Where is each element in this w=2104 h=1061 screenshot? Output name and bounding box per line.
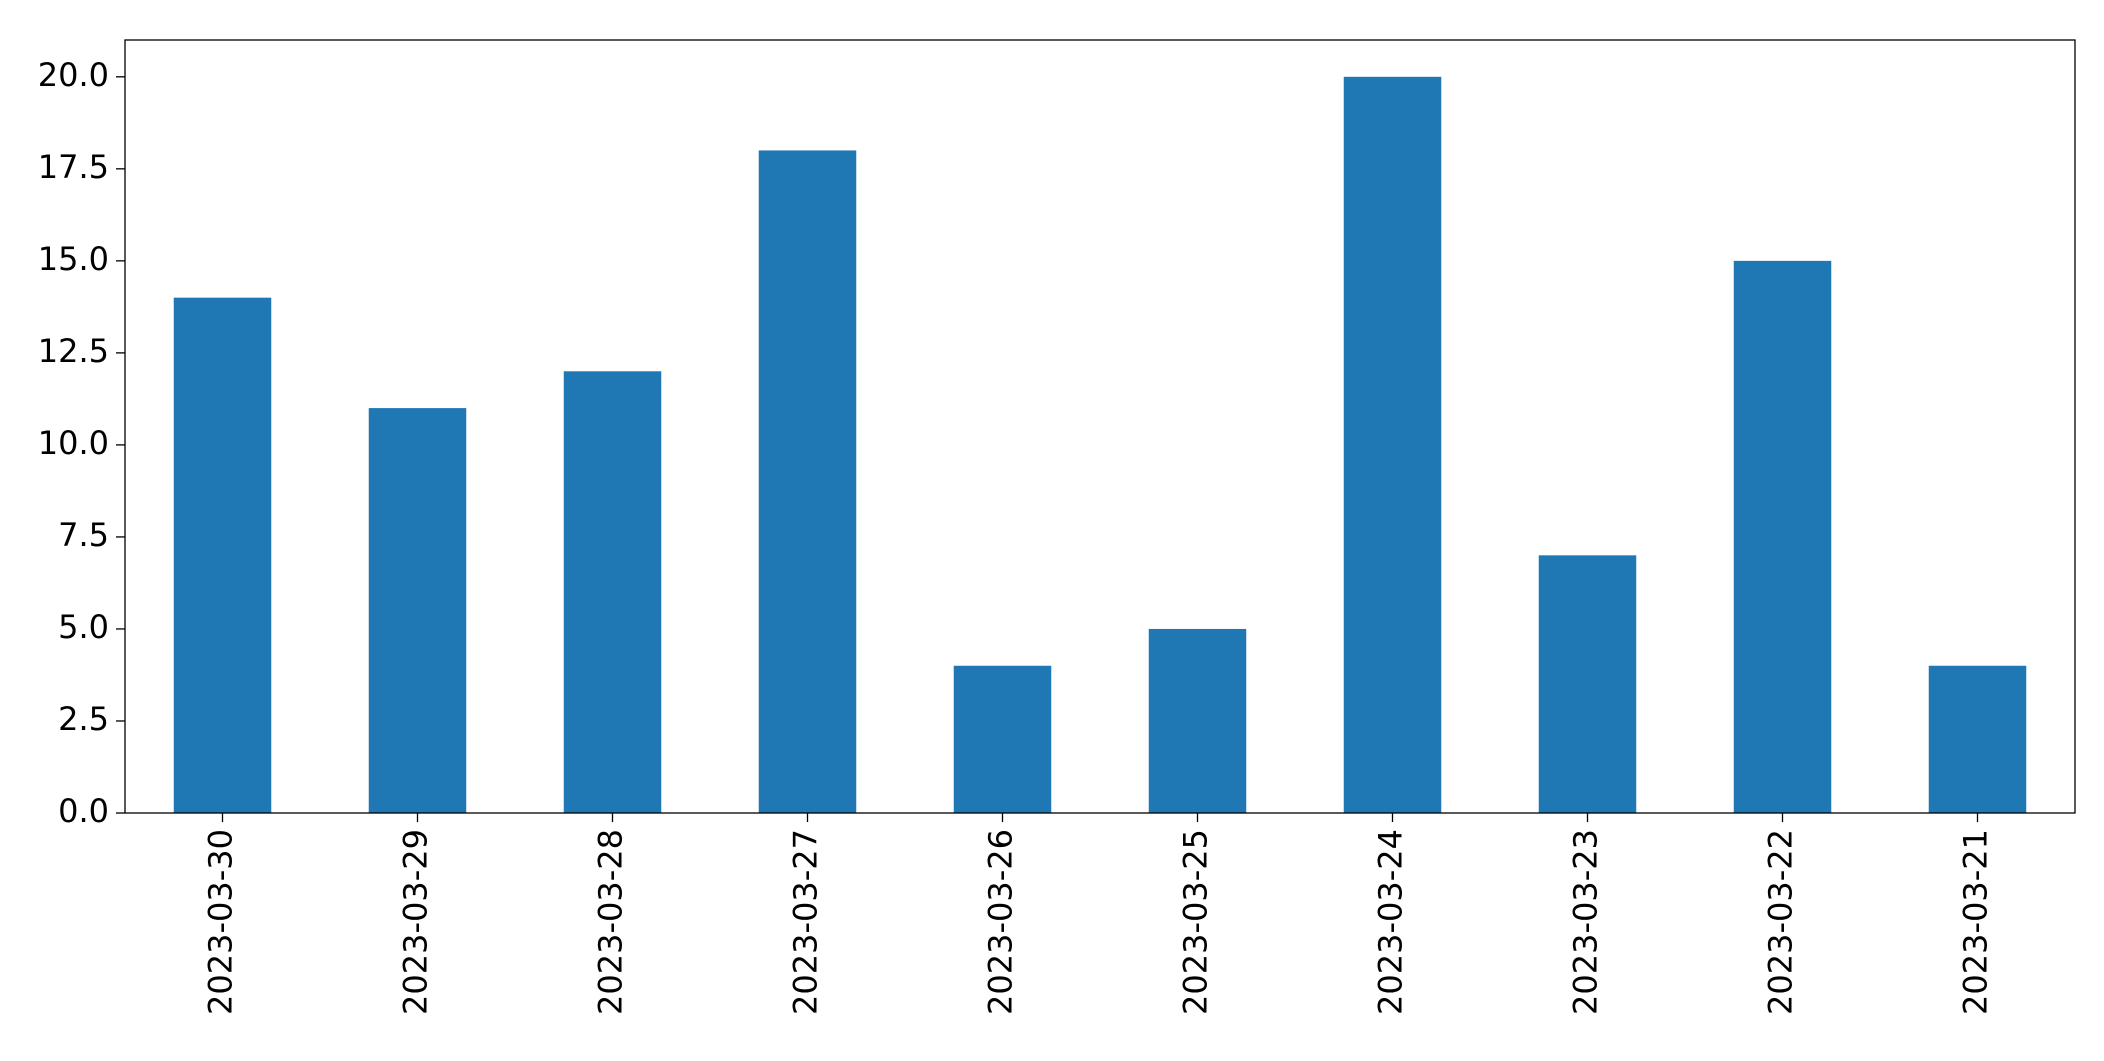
x-tick-label: 2023-03-21 xyxy=(1957,829,1995,1015)
bar xyxy=(1733,260,1832,813)
y-tick-label: 20.0 xyxy=(38,56,109,94)
bar xyxy=(563,371,662,813)
x-tick-label: 2023-03-28 xyxy=(592,829,630,1015)
x-tick-label: 2023-03-26 xyxy=(982,829,1020,1015)
y-tick-label: 5.0 xyxy=(58,608,109,646)
bar xyxy=(953,665,1052,813)
y-tick-label: 7.5 xyxy=(58,516,109,554)
bar xyxy=(758,150,857,813)
y-tick-label: 2.5 xyxy=(58,700,109,738)
bar xyxy=(1148,628,1247,813)
x-tick-label: 2023-03-27 xyxy=(787,829,825,1015)
x-tick-label: 2023-03-29 xyxy=(397,829,435,1015)
bar xyxy=(1928,665,2027,813)
bar xyxy=(1538,555,1637,813)
x-tick-label: 2023-03-23 xyxy=(1567,829,1605,1015)
y-tick-label: 17.5 xyxy=(38,148,109,186)
x-tick-label: 2023-03-22 xyxy=(1762,829,1800,1015)
x-tick-label: 2023-03-30 xyxy=(202,829,240,1015)
x-tick-label: 2023-03-25 xyxy=(1177,829,1215,1015)
x-tick-label: 2023-03-24 xyxy=(1372,829,1410,1015)
bar xyxy=(173,297,272,814)
axes-frame xyxy=(124,39,2076,814)
bar xyxy=(368,408,467,813)
y-tick-label: 10.0 xyxy=(38,424,109,462)
y-tick-label: 15.0 xyxy=(38,240,109,278)
y-tick-label: 12.5 xyxy=(38,332,109,370)
y-tick-label: 0.0 xyxy=(58,792,109,830)
bar xyxy=(1343,76,1442,814)
